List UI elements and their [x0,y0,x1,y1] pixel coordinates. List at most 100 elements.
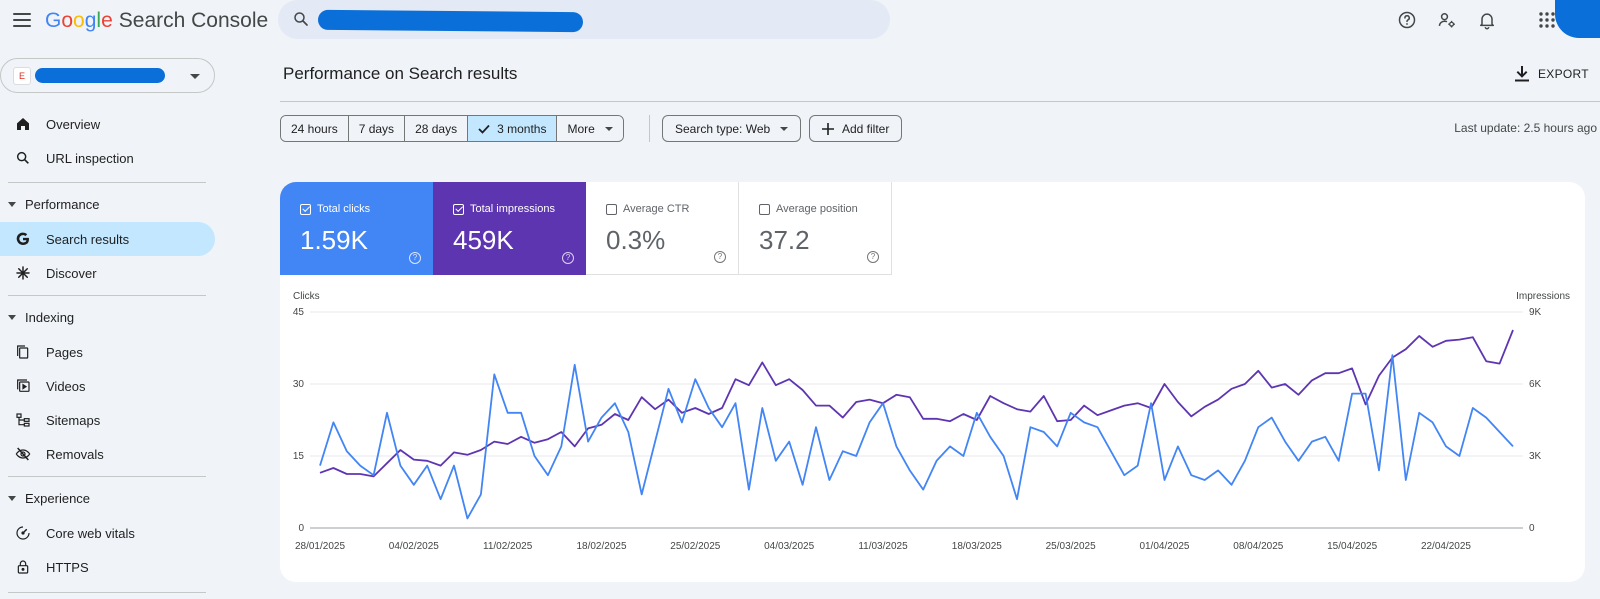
sidebar-item-discover[interactable]: Discover [0,256,215,290]
caret-down-icon [8,495,16,501]
export-label: EXPORT [1538,67,1589,81]
logo-letter: l [96,9,102,32]
caret-down-icon [8,201,16,207]
user-settings-icon[interactable] [1435,8,1459,32]
property-selector[interactable]: E [0,58,215,93]
sidebar-item-label: Pages [46,344,83,360]
metric-label: Average CTR [623,203,690,215]
checkbox-unchecked[interactable] [759,203,770,215]
date-range-24-hours[interactable]: 24 hours [281,116,349,141]
sidebar-item-label: Core web vitals [46,525,135,541]
logo-letter: o [73,9,85,32]
sidebar-item-label: URL inspection [46,150,134,166]
help-icon[interactable]: ? [409,252,421,264]
y-tick-label-right: 9K [1529,307,1542,318]
date-range-7-days[interactable]: 7 days [348,116,406,141]
checkbox-unchecked[interactable] [606,203,617,215]
sidebar-item-label: Removals [46,446,104,462]
date-range-label: 28 days [415,121,458,136]
video-icon [14,377,32,395]
product-name: Search Console [118,9,269,32]
main-menu-icon[interactable] [10,8,34,32]
x-tick-label: 04/02/2025 [389,541,439,552]
series-line-clicks [319,354,1514,520]
metric-total-impressions[interactable]: Total impressions 459K ? [433,182,586,275]
y-tick-label-right: 0 [1529,523,1535,534]
sidebar-section-indexing[interactable]: Indexing [0,302,215,332]
y-axis-label-right: Impressions [1516,291,1570,302]
sidebar-item-core-web-vitals[interactable]: Core web vitals [0,516,215,550]
property-favicon: E [13,67,31,85]
export-button[interactable]: EXPORT [1515,63,1589,85]
search-input[interactable] [278,0,890,39]
checkbox-checked[interactable] [453,203,464,215]
avatar[interactable] [1555,0,1600,38]
metric-value: 1.59K [300,225,368,255]
date-range-28-days[interactable]: 28 days [405,116,469,141]
sidebar-item-sitemaps[interactable]: Sitemaps [0,403,215,437]
sidebar-item-https[interactable]: HTTPS [0,550,215,584]
check-icon [478,124,490,134]
redacted-search-text [317,9,584,33]
sidebar-item-overview[interactable]: Overview [0,107,215,141]
sidebar-item-removals[interactable]: Removals [0,437,215,471]
series-line-impressions [319,329,1514,478]
sidebar-item-search-results[interactable]: Search results [0,222,215,256]
y-tick-label-right: 3K [1529,451,1542,462]
y-tick-label-left: 15 [293,451,305,462]
eye-off-icon [14,445,32,463]
help-icon[interactable]: ? [714,251,726,263]
sidebar-section-performance[interactable]: Performance [0,189,215,219]
asterisk-icon [14,264,32,282]
metric-value: 37.2 [759,225,810,255]
sidebar: E Overview URL inspection Performance Se… [0,48,222,599]
logo-letter: G [45,9,62,32]
metric-label: Total clicks [317,203,371,215]
date-range-more[interactable]: More [557,116,623,141]
y-axis-label-left: Clicks [293,291,320,302]
x-tick-label: 11/02/2025 [483,541,533,552]
sidebar-section-experience[interactable]: Experience [0,483,215,513]
sidebar-item-label: Sitemaps [46,412,101,428]
add-filter-button[interactable]: Add filter [809,115,903,142]
sidebar-section-label: Indexing [25,309,75,325]
help-icon[interactable] [1395,8,1419,32]
notifications-bell-icon[interactable] [1475,8,1499,32]
help-icon[interactable]: ? [867,251,879,263]
checkbox-checked[interactable] [300,203,311,215]
divider [8,476,206,477]
sidebar-item-label: Discover [46,265,97,281]
sidebar-item-label: Videos [46,378,86,394]
metric-total-clicks[interactable]: Total clicks 1.59K ? [280,182,433,275]
metric-value: 459K [453,225,514,255]
sidebar-item-pages[interactable]: Pages [0,335,215,369]
divider [649,115,650,142]
apps-grid-icon[interactable] [1535,8,1559,32]
home-icon [14,115,32,133]
sitemap-icon [14,411,32,429]
metric-average-position[interactable]: Average position 37.2 ? [739,182,892,275]
y-tick-label-left: 30 [293,379,305,390]
metric-average-ctr[interactable]: Average CTR 0.3% ? [586,182,739,275]
sidebar-section-label: Performance [25,196,100,212]
sidebar-item-videos[interactable]: Videos [0,369,215,403]
gauge-icon [14,524,32,542]
date-range-selector: 24 hours 7 days 28 days 3 months More [280,115,624,142]
search-type-filter[interactable]: Search type: Web [662,115,802,142]
divider [280,101,1600,102]
x-tick-label: 01/04/2025 [1139,541,1189,552]
sidebar-item-label: Overview [46,116,101,132]
sidebar-section-label: Experience [25,490,91,506]
logo-letter: e [101,9,113,32]
caret-down-icon [8,314,16,320]
sidebar-item-url-inspection[interactable]: URL inspection [0,141,215,175]
x-tick-label: 22/04/2025 [1421,541,1471,552]
date-range-3-months[interactable]: 3 months [468,116,558,141]
search-icon [14,149,32,167]
search-icon [294,12,308,26]
google-g-icon [14,230,32,248]
performance-chart[interactable]: Clicks Impressions 0 0 15 3K 30 6K 45 9K 28/01/… [280,282,1585,582]
help-icon[interactable]: ? [562,252,574,264]
divider [8,295,206,296]
